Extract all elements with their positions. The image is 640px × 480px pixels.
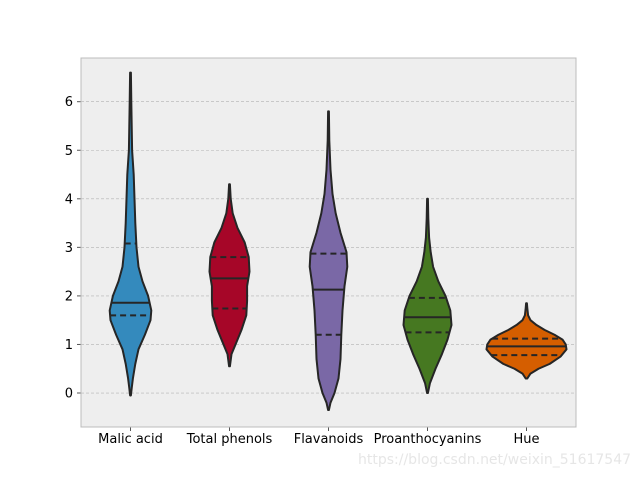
x-tick-label: Hue xyxy=(513,432,539,447)
y-axis-ticks: 0 1 2 3 4 5 6 xyxy=(65,95,81,402)
x-tick-label: Proanthocyanins xyxy=(374,432,482,447)
y-tick-label: 2 xyxy=(65,289,73,304)
x-tick-label: Flavanoids xyxy=(294,432,364,447)
y-tick-label: 0 xyxy=(65,387,73,402)
y-tick-label: 3 xyxy=(65,241,73,256)
x-tick-label: Malic acid xyxy=(98,432,163,447)
violin-body xyxy=(485,302,568,380)
watermark-text: https://blog.csdn.net/weixin_51617547 xyxy=(358,452,632,468)
violins xyxy=(108,71,568,412)
plot-frame xyxy=(80,57,577,428)
x-tick-label: Total phenols xyxy=(186,432,273,447)
y-tick-label: 1 xyxy=(65,338,73,353)
y-tick-label: 5 xyxy=(65,144,73,159)
violin-body xyxy=(402,197,453,395)
violin-body xyxy=(208,183,251,368)
y-tick-label: 4 xyxy=(65,192,73,207)
y-tick-label: 6 xyxy=(65,95,73,110)
x-axis-ticks: Malic acid Total phenols Flavanoids Proanth… xyxy=(98,427,540,447)
